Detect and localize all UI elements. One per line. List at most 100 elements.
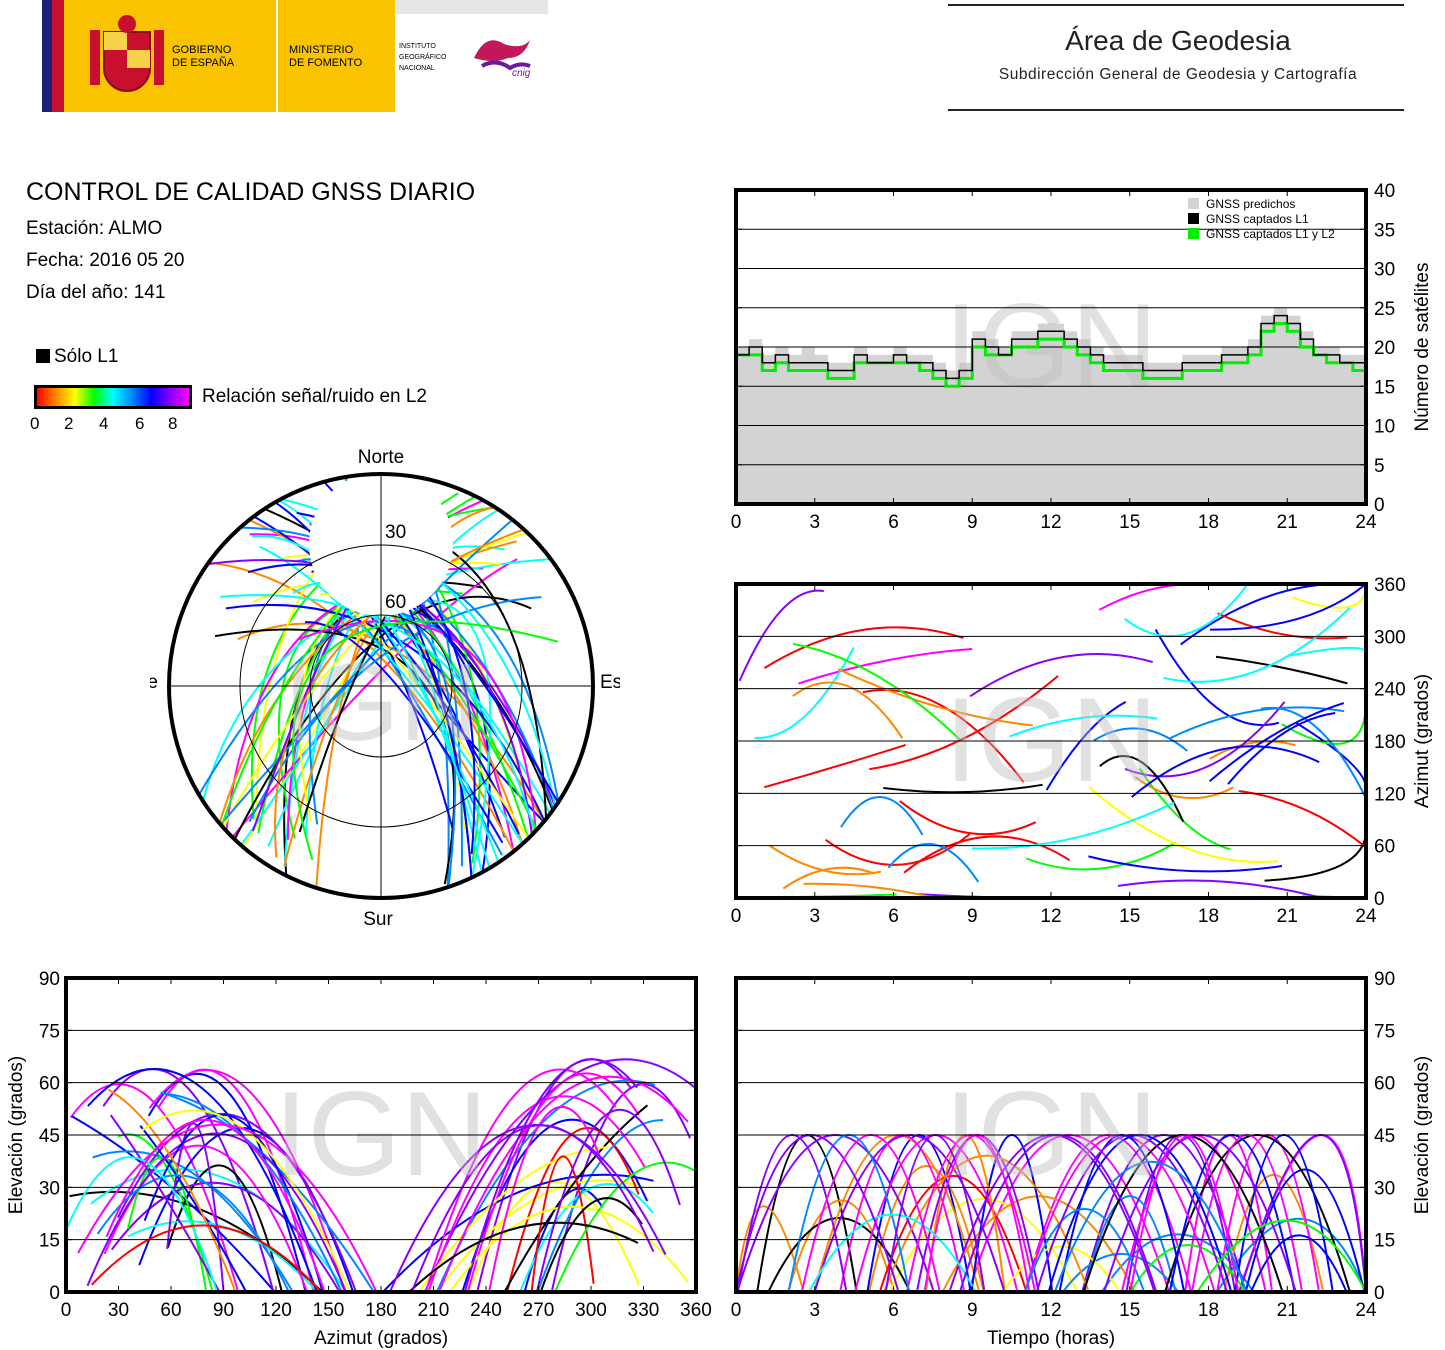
elevation-time-xtick: 15 [1119, 1300, 1140, 1321]
azimuth-time-ytick: 360 [1374, 575, 1406, 596]
elevation-time-track [787, 1199, 896, 1293]
elevation-azimuth-xtick: 30 [108, 1300, 129, 1321]
azimuth-satellite-track [1045, 701, 1127, 791]
elevation-azimuth-track [91, 1224, 322, 1293]
elevation-time-xtick: 12 [1040, 1300, 1061, 1321]
elevation-time-track [1164, 1134, 1351, 1293]
azimuth-time-frame: 0 60 120 180 240 300 360 0 3 6 9 12 15 18 21 24 Azimut (… [731, 575, 1433, 927]
satellites-ylabel: Número de satélites [1412, 263, 1433, 432]
satellites-ytick: 35 [1374, 220, 1395, 241]
azimuth-time-ytick: 120 [1374, 784, 1406, 805]
elevation-time-plot-border [734, 976, 1368, 1294]
azimuth-satellite-track [1227, 712, 1336, 785]
azimuth-satellite-track [1215, 655, 1348, 685]
snr-tick: 0 [30, 414, 40, 433]
elevation-azimuth-ytick: 60 [39, 1074, 60, 1095]
elevation-azimuth-xtick: 210 [418, 1300, 450, 1321]
azimuth-satellite-track [862, 688, 1025, 783]
direction-south: Sur [363, 909, 393, 930]
satellites-xtick: 3 [809, 512, 820, 533]
elevation-time-ytick: 45 [1374, 1126, 1395, 1147]
azimuth-time-xtick: 12 [1040, 906, 1061, 927]
skyplot-satellite-track [250, 503, 529, 820]
skyplot-satellite-track [274, 522, 541, 858]
date-label: Fecha: 2016 05 20 [26, 250, 185, 271]
legend-label: GNSS captados L1 [1206, 212, 1309, 226]
elevation-azimuth-ylabel: Elevación (grados) [6, 1056, 27, 1214]
azimuth-satellite-track [1009, 714, 1158, 738]
l1-only-legend: Sólo L1 [36, 346, 118, 368]
elevation-azimuth-ytick: 75 [39, 1021, 60, 1042]
elevation-time-xtick: 18 [1198, 1300, 1219, 1321]
elevation-time-track [1023, 1208, 1146, 1293]
elevation-azimuth-track [148, 1069, 346, 1293]
cnig-text: cnig [512, 68, 531, 79]
info-block: CONTROL DE CALIDAD GNSS DIARIO Estación:… [26, 178, 475, 309]
elevation-time-track [1129, 1243, 1247, 1293]
elevation-time-xtick: 0 [731, 1300, 742, 1321]
gobierno-line2: DE ESPAÑA [172, 56, 235, 69]
azimuth-satellite-track [803, 882, 936, 899]
elevation-azimuth-xtick: 360 [680, 1300, 712, 1321]
elevation-time-chart: IGN 0 15 30 45 60 75 90 0 3 6 9 12 15 18 21 24 Elevación … [731, 969, 1433, 1349]
azimuth-satellite-track [1209, 583, 1367, 631]
elevation-azimuth-track [66, 1156, 218, 1293]
satellites-xtick: 21 [1277, 512, 1298, 533]
elevation-azimuth-ytick: 0 [49, 1283, 60, 1304]
azimuth-time-ytick: 300 [1374, 627, 1406, 648]
azimuth-satellite-track [971, 801, 1175, 850]
elevation-azimuth-track [108, 1088, 237, 1293]
azimuth-satellite-track [1290, 646, 1367, 657]
elevation-azimuth-track [87, 1067, 318, 1293]
elevation-azimuth-track [461, 1118, 649, 1293]
azimuth-satellite-track [1260, 706, 1367, 799]
elevation-azimuth-track [86, 1132, 347, 1293]
elevation-time-track [1083, 1195, 1177, 1293]
elevation-azimuth-track [535, 1108, 681, 1293]
elevation-time-xtick: 21 [1277, 1300, 1298, 1321]
ministerio-line1: MINISTERIO [289, 44, 354, 56]
elevation-azimuth-ytick: 45 [39, 1126, 60, 1147]
skyplot-satellite-track [292, 620, 559, 861]
azimuth-satellite-track [825, 833, 971, 866]
satellites-xtick: 12 [1040, 512, 1061, 533]
skyplot-satellite-track [220, 594, 545, 872]
elevation-azimuth-xtick: 0 [61, 1300, 72, 1321]
azimuth-time-chart: IGN 0 60 120 180 240 300 360 0 3 6 9 12 15 18 21 24 Azimu… [731, 575, 1433, 927]
instituto-line1: INSTITUTO [399, 43, 436, 50]
elevation-azimuth-track [382, 1173, 654, 1293]
elevation-azimuth-xtick: 120 [260, 1300, 292, 1321]
elevation-azimuth-xtick: 90 [213, 1300, 234, 1321]
elevation-azimuth-frame: 0 15 30 45 60 75 90 0 30 60 90 120 150 180 210 240 270 30… [6, 969, 712, 1349]
azimuth-satellite-track [1131, 745, 1320, 798]
elevation-time-track [1053, 1161, 1248, 1293]
elevation-azimuth-track [157, 1068, 315, 1293]
elevation-azimuth-track [463, 1058, 638, 1293]
satellites-ytick: 0 [1374, 495, 1385, 516]
azimuth-time-xtick: 3 [809, 906, 820, 927]
elevation-azimuth-plot-border [64, 976, 698, 1294]
azimuth-satellite-track [1098, 583, 1195, 611]
elevation-azimuth-chart: IGN 0 15 30 45 60 75 90 0 30 60 90 120 150 180 210 240 27… [6, 969, 712, 1349]
cnig-logo-icon: cnig [474, 40, 531, 79]
azimuth-time-xtick: 15 [1119, 906, 1140, 927]
azimuth-satellite-track [1124, 701, 1286, 778]
azimuth-time-ytick: 60 [1374, 837, 1395, 858]
skyplot-satellite-track [246, 511, 520, 835]
azimuth-satellite-track [1169, 706, 1345, 740]
azimuth-satellite-track [754, 647, 855, 739]
skyplot-satellite-track [200, 558, 538, 890]
skyplot-satellite-track [225, 603, 573, 887]
coat-of-arms-icon [90, 15, 164, 92]
satellites-xtick: 0 [731, 512, 742, 533]
elevation-time-track [1062, 1253, 1179, 1293]
elevation-time-ytick: 0 [1374, 1283, 1385, 1304]
elevation-time-xtick: 24 [1355, 1300, 1377, 1321]
skyplot-satellite-track [226, 526, 561, 830]
satellites-frame: 0 5 10 15 20 25 30 35 40 0 3 6 9 12 15 18 21 24 Número de … [731, 181, 1433, 533]
azimuth-satellite-track [1123, 583, 1249, 638]
elevation-time-track [1002, 1245, 1121, 1293]
elevation-time-track [888, 1198, 1079, 1293]
elevation-time-track [735, 1205, 805, 1293]
elevation-time-track [736, 1134, 848, 1293]
